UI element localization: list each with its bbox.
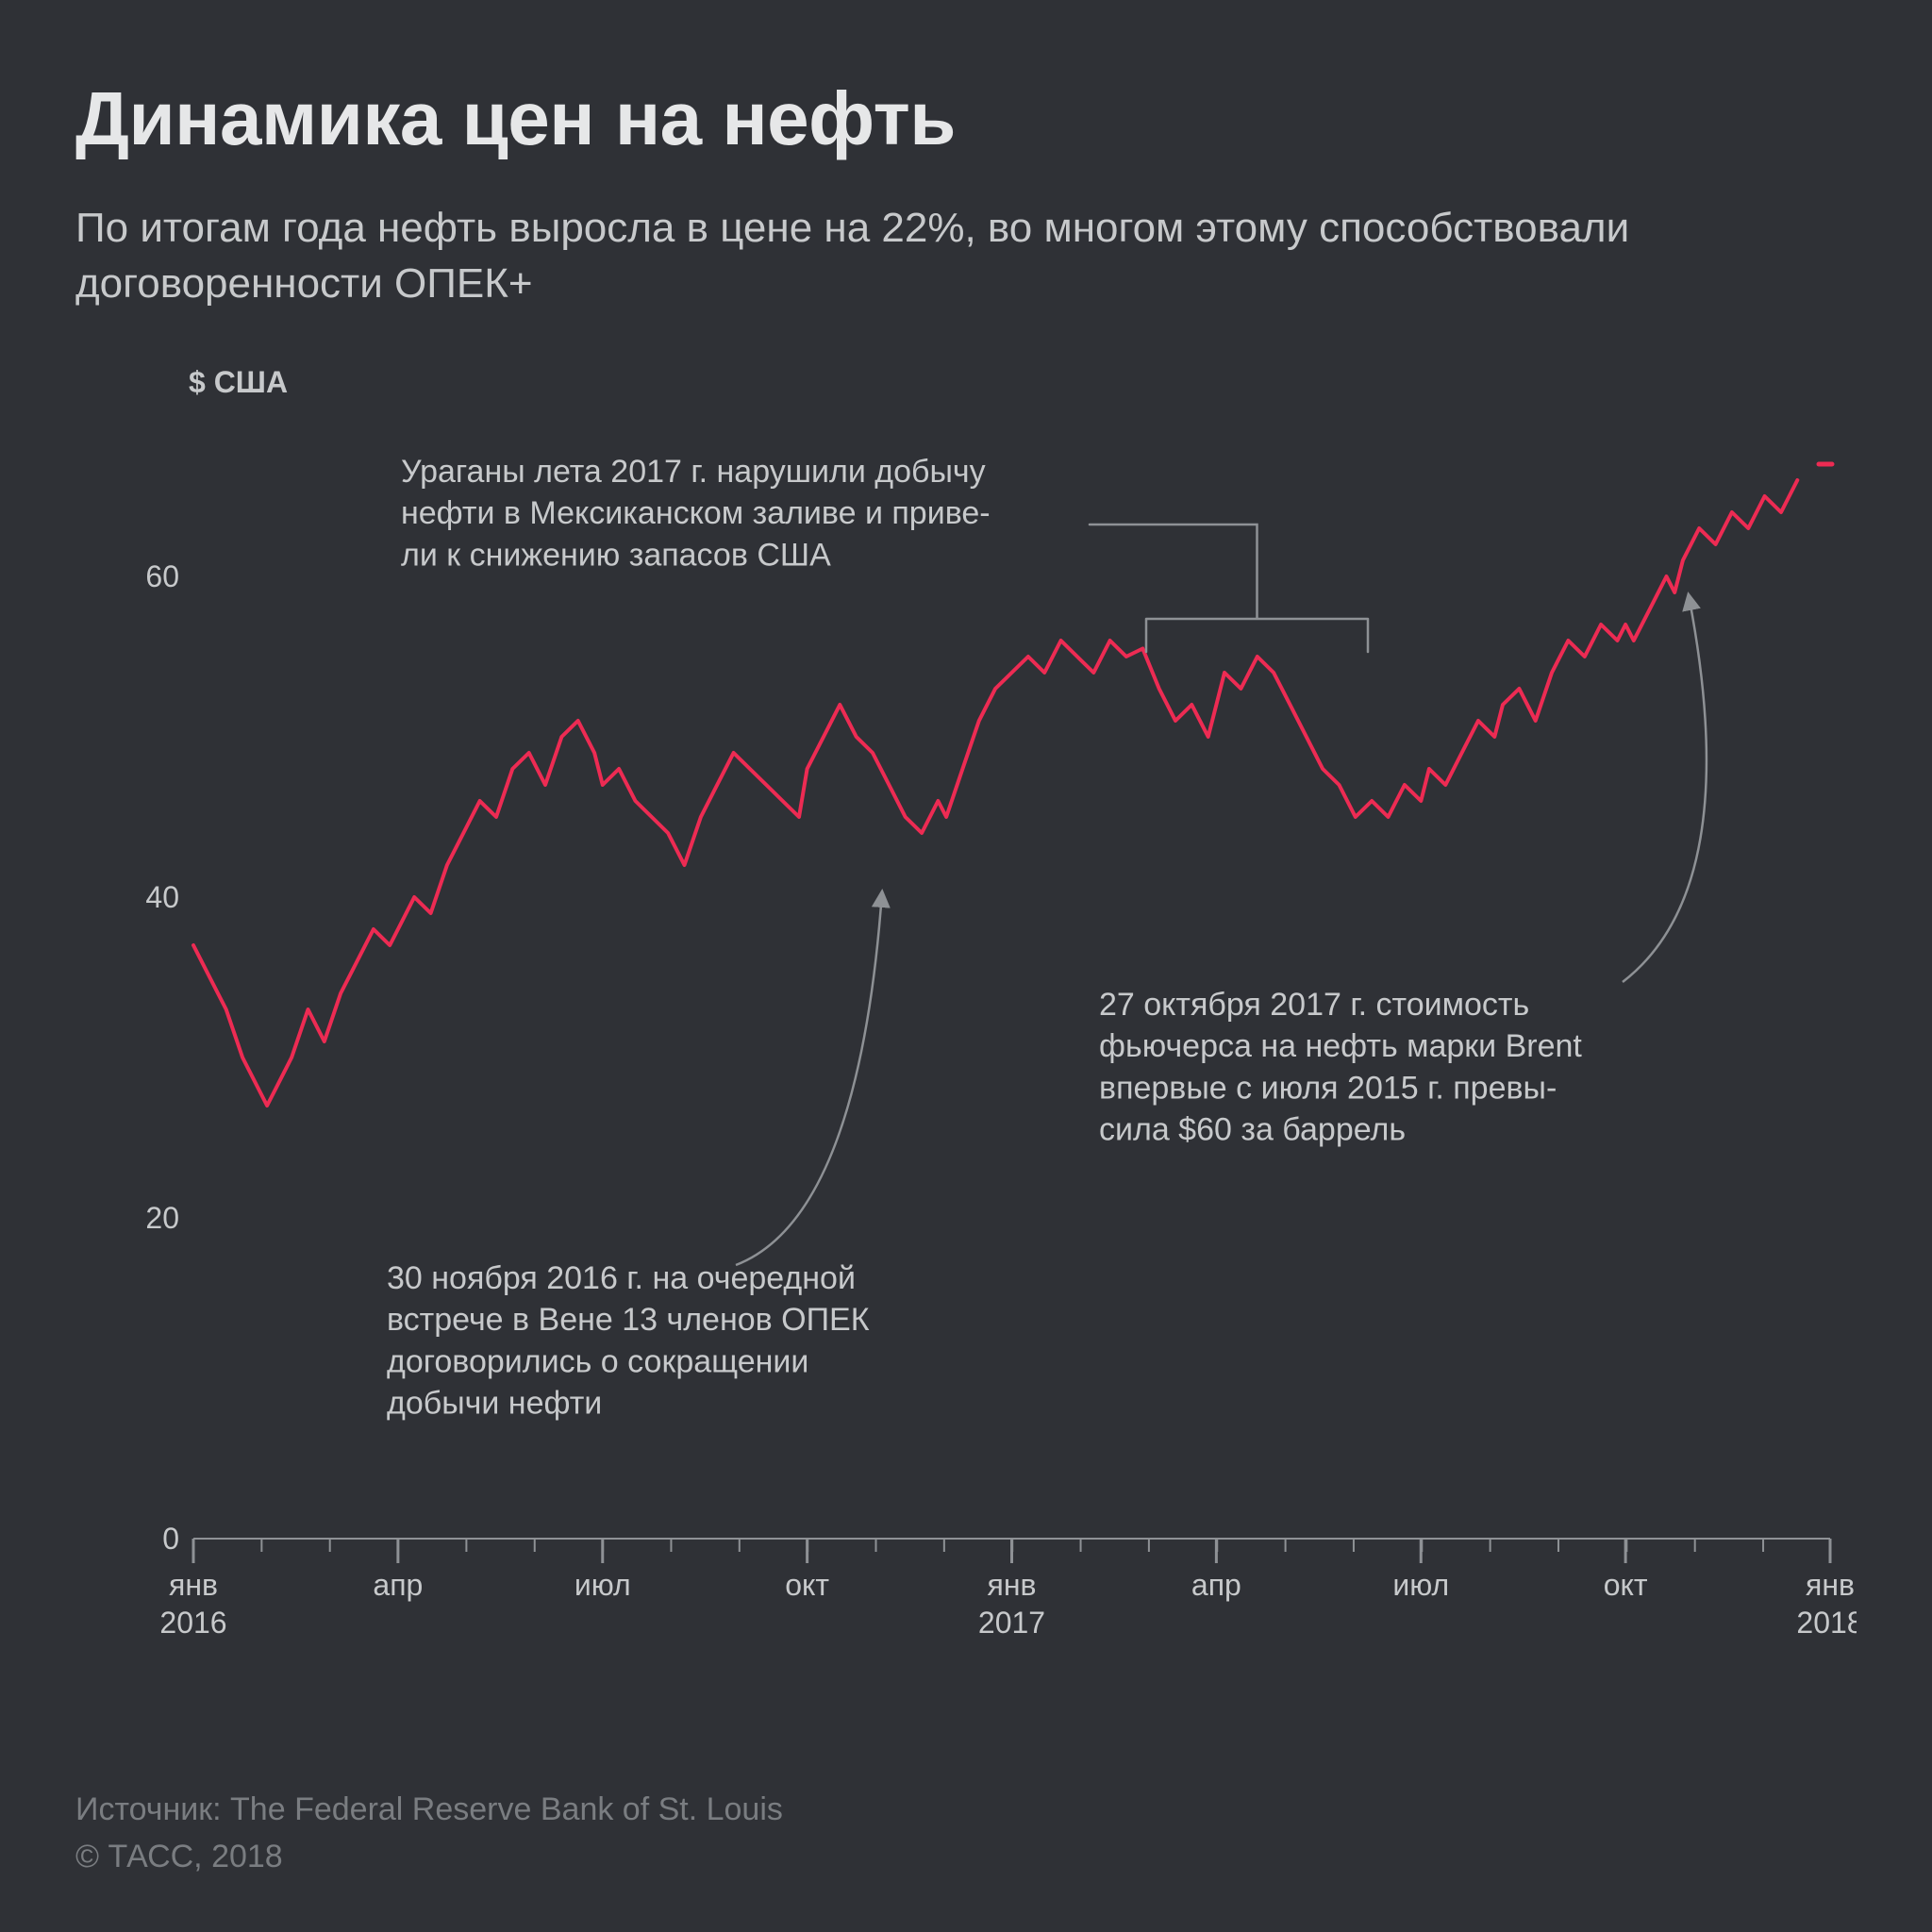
x-tick-year: 2017 (978, 1606, 1045, 1640)
x-tick-label: янв (988, 1568, 1037, 1602)
footer-source: Источник: The Federal Reserve Bank of St… (75, 1787, 783, 1833)
annotation-text-hurricanes: нефти в Мексиканском заливе и приве- (401, 495, 991, 531)
y-tick-label: 60 (145, 559, 179, 593)
y-tick-label: 0 (162, 1522, 179, 1556)
annotation-text-opec: добычи нефти (387, 1385, 602, 1421)
x-tick-label: апр (373, 1568, 423, 1602)
x-tick-label: янв (169, 1568, 218, 1602)
chart-svg: $ США 0 20 40 60 янв 2016 апр июл окт янв 2017 апр ию… (75, 359, 1857, 1708)
x-tick-label: июл (575, 1568, 631, 1602)
annotation-text-opec: 30 ноября 2016 г. на очередной (387, 1260, 856, 1296)
x-tick-label: июл (1392, 1568, 1449, 1602)
x-tick-label: апр (1191, 1568, 1241, 1602)
x-tick-label: окт (1604, 1568, 1648, 1602)
y-tick-label: 20 (145, 1201, 179, 1235)
annotation-text-brent60: фьючерса на нефть марки Brent (1099, 1028, 1582, 1064)
footer-copyright: © ТАСС, 2018 (75, 1834, 783, 1880)
annotation-text-hurricanes: ли к снижению запасов США (401, 537, 831, 573)
annotation-text-opec: встрече в Вене 13 членов ОПЕК (387, 1302, 870, 1338)
footer: Источник: The Federal Reserve Bank of St… (75, 1787, 783, 1880)
annotation-arrow-brent60 (1623, 595, 1707, 982)
annotation-text-hurricanes: Ураганы лета 2017 г. нарушили добычу (401, 454, 986, 490)
annotation-text-brent60: 27 октября 2017 г. стоимость (1099, 987, 1529, 1023)
oil-price-chart: $ США 0 20 40 60 янв 2016 апр июл окт янв 2017 апр ию… (75, 359, 1857, 1708)
y-axis-label: $ США (189, 365, 288, 399)
annotation-bracket-hurricanes (1090, 525, 1368, 652)
page-subtitle: По итогам года нефть выросла в цене на 2… (75, 200, 1774, 312)
annotation-text-brent60: впервые с июля 2015 г. превы- (1099, 1070, 1557, 1106)
annotation-arrow-opec (736, 892, 882, 1265)
price-line (193, 480, 1797, 1106)
x-tick-label: окт (785, 1568, 829, 1602)
page: Динамика цен на нефть По итогам года неф… (0, 0, 1932, 1932)
x-tick-year: 2016 (159, 1606, 226, 1640)
page-title: Динамика цен на нефть (75, 75, 1857, 162)
annotation-text-brent60: сила $60 за баррель (1099, 1111, 1406, 1147)
x-tick-year: 2018 (1796, 1606, 1857, 1640)
annotation-text-opec: договорились о сокращении (387, 1343, 808, 1379)
y-tick-label: 40 (145, 880, 179, 914)
x-tick-label: янв (1806, 1568, 1855, 1602)
